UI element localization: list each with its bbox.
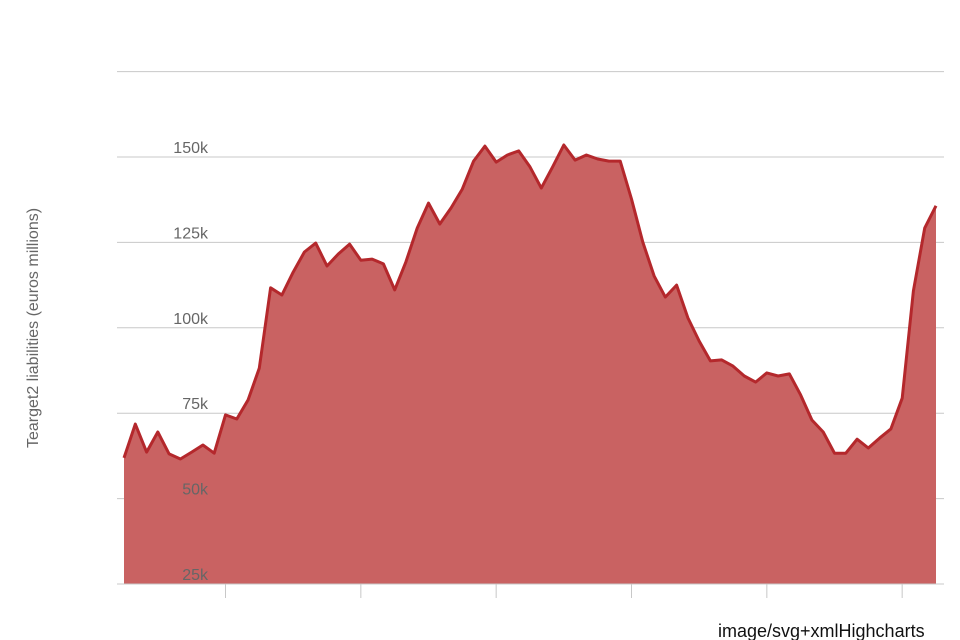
y-tick-label: 125k [173, 225, 209, 242]
y-tick-label: 100k [173, 311, 209, 328]
y-tick-label: 25k [182, 567, 209, 584]
y-tick-label: 150k [173, 140, 209, 157]
area [124, 145, 936, 584]
y-tick-label: 75k [182, 396, 209, 413]
y-axis-title: Tearget2 liabilities (euros millions) [25, 208, 42, 448]
credit: image/svg+xmlHighcharts [718, 621, 925, 640]
y-tick-label: 50k [182, 482, 209, 499]
line [122, 143, 938, 461]
